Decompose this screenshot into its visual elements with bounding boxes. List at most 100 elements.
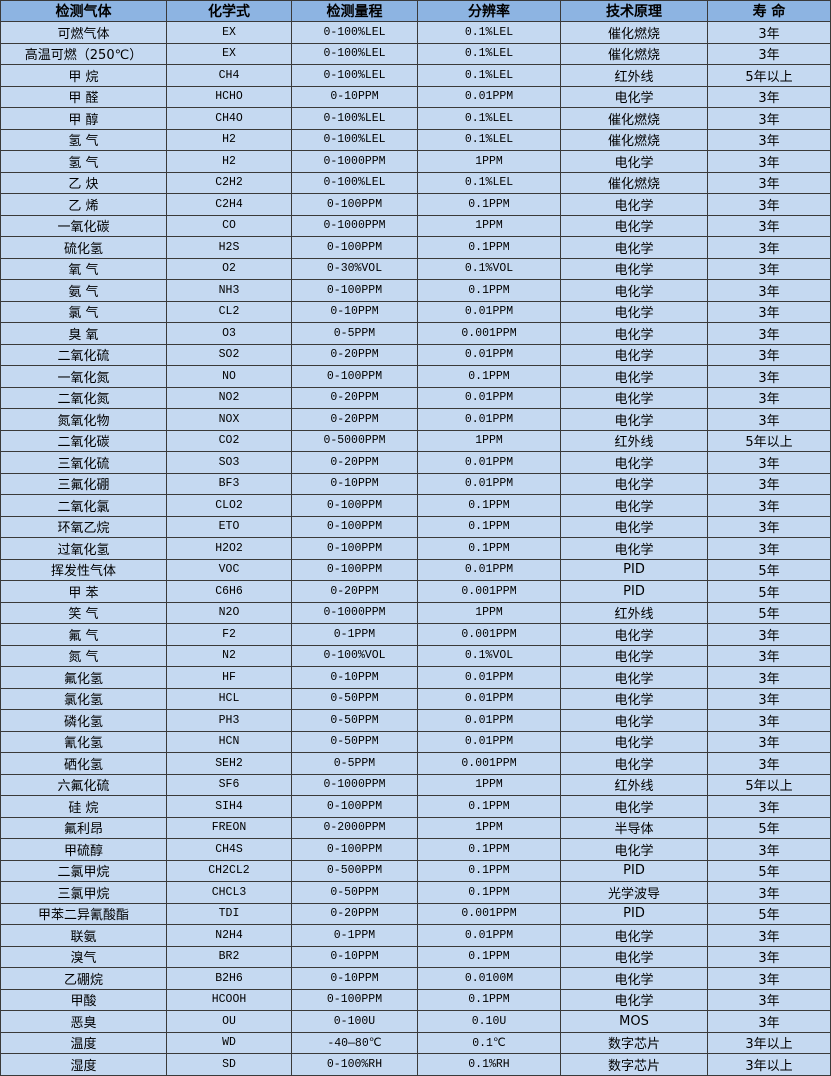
table-row: 甲 醛 HCHO 0-10PPM 0.01PPM 电化学 3年 bbox=[0, 85, 831, 108]
table-row: 氯化氢 HCL 0-50PPM 0.01PPM 电化学 3年 bbox=[0, 687, 831, 710]
resolution-cell: 0.1PPM bbox=[417, 988, 561, 1011]
principle-cell: PID bbox=[560, 859, 708, 882]
range-cell: 0-1PPM bbox=[291, 623, 418, 646]
resolution-cell: 0.01PPM bbox=[417, 666, 561, 689]
principle-cell: 电化学 bbox=[560, 193, 708, 216]
formula-cell: HCHO bbox=[166, 85, 292, 108]
range-cell: 0-30%VOL bbox=[291, 257, 418, 280]
lifetime-cell: 3年 bbox=[707, 795, 831, 818]
formula-cell: SO3 bbox=[166, 451, 292, 474]
formula-cell: TDI bbox=[166, 902, 292, 925]
range-cell: 0-1000PPM bbox=[291, 150, 418, 173]
gas-name-cell: 甲 苯 bbox=[0, 580, 167, 603]
range-cell: 0-2000PPM bbox=[291, 816, 418, 839]
lifetime-cell: 3年以上 bbox=[707, 1053, 831, 1076]
formula-cell: BF3 bbox=[166, 472, 292, 495]
range-cell: 0-20PPM bbox=[291, 408, 418, 431]
range-cell: 0-1000PPM bbox=[291, 214, 418, 237]
lifetime-cell: 3年 bbox=[707, 494, 831, 517]
lifetime-cell: 5年以上 bbox=[707, 773, 831, 796]
lifetime-cell: 5年以上 bbox=[707, 429, 831, 452]
formula-cell: OU bbox=[166, 1010, 292, 1033]
formula-cell: H2S bbox=[166, 236, 292, 259]
principle-cell: 红外线 bbox=[560, 773, 708, 796]
range-cell: 0-100PPM bbox=[291, 279, 418, 302]
resolution-cell: 0.01PPM bbox=[417, 386, 561, 409]
principle-cell: 红外线 bbox=[560, 601, 708, 624]
table-row: 乙硼烷 B2H6 0-10PPM 0.0100M 电化学 3年 bbox=[0, 967, 831, 990]
gas-name-cell: 湿度 bbox=[0, 1053, 167, 1076]
resolution-cell: 0.1PPM bbox=[417, 881, 561, 904]
table-row: 温度 WD -40—80℃ 0.1℃ 数字芯片 3年以上 bbox=[0, 1031, 831, 1054]
principle-cell: 半导体 bbox=[560, 816, 708, 839]
table-row: 过氧化氢 H2O2 0-100PPM 0.1PPM 电化学 3年 bbox=[0, 537, 831, 560]
gas-name-cell: 臭 氧 bbox=[0, 322, 167, 345]
range-cell: 0-100PPM bbox=[291, 193, 418, 216]
table-body: 可燃气体 EX 0-100%LEL 0.1%LEL 催化燃烧 3年 高温可燃（250℃） EX… bbox=[0, 21, 831, 1076]
table-row: 二氧化硫 SO2 0-20PPM 0.01PPM 电化学 3年 bbox=[0, 343, 831, 366]
lifetime-cell: 3年 bbox=[707, 945, 831, 968]
formula-cell: H2O2 bbox=[166, 537, 292, 560]
table-row: 磷化氢 PH3 0-50PPM 0.01PPM 电化学 3年 bbox=[0, 709, 831, 732]
formula-cell: CH4 bbox=[166, 64, 292, 87]
principle-cell: PID bbox=[560, 580, 708, 603]
lifetime-cell: 5年 bbox=[707, 601, 831, 624]
principle-cell: 电化学 bbox=[560, 365, 708, 388]
table-row: 氮 气 N2 0-100%VOL 0.1%VOL 电化学 3年 bbox=[0, 644, 831, 667]
lifetime-cell: 3年以上 bbox=[707, 1031, 831, 1054]
range-cell: 0-10PPM bbox=[291, 85, 418, 108]
formula-cell: CH2CL2 bbox=[166, 859, 292, 882]
gas-name-cell: 三氟化硼 bbox=[0, 472, 167, 495]
principle-cell: 电化学 bbox=[560, 150, 708, 173]
resolution-cell: 0.01PPM bbox=[417, 408, 561, 431]
range-cell: 0-5000PPM bbox=[291, 429, 418, 452]
header-range: 检测量程 bbox=[291, 0, 418, 22]
table-row: 甲 烷 CH4 0-100%LEL 0.1%LEL 红外线 5年以上 bbox=[0, 64, 831, 87]
range-cell: 0-20PPM bbox=[291, 451, 418, 474]
gas-name-cell: 一氧化碳 bbox=[0, 214, 167, 237]
range-cell: 0-20PPM bbox=[291, 386, 418, 409]
lifetime-cell: 3年 bbox=[707, 709, 831, 732]
principle-cell: 电化学 bbox=[560, 300, 708, 323]
formula-cell: HCL bbox=[166, 687, 292, 710]
resolution-cell: 0.001PPM bbox=[417, 322, 561, 345]
formula-cell: SF6 bbox=[166, 773, 292, 796]
resolution-cell: 0.1%RH bbox=[417, 1053, 561, 1076]
range-cell: 0-10PPM bbox=[291, 967, 418, 990]
principle-cell: 电化学 bbox=[560, 623, 708, 646]
principle-cell: 电化学 bbox=[560, 795, 708, 818]
gas-name-cell: 甲酸 bbox=[0, 988, 167, 1011]
lifetime-cell: 3年 bbox=[707, 150, 831, 173]
lifetime-cell: 3年 bbox=[707, 1010, 831, 1033]
table-row: 甲 苯 C6H6 0-20PPM 0.001PPM PID 5年 bbox=[0, 580, 831, 603]
principle-cell: 电化学 bbox=[560, 967, 708, 990]
table-row: 甲硫醇 CH4S 0-100PPM 0.1PPM 电化学 3年 bbox=[0, 838, 831, 861]
lifetime-cell: 3年 bbox=[707, 386, 831, 409]
gas-name-cell: 甲苯二异氰酸酯 bbox=[0, 902, 167, 925]
principle-cell: 电化学 bbox=[560, 494, 708, 517]
range-cell: 0-20PPM bbox=[291, 580, 418, 603]
resolution-cell: 0.01PPM bbox=[417, 709, 561, 732]
formula-cell: FREON bbox=[166, 816, 292, 839]
lifetime-cell: 3年 bbox=[707, 322, 831, 345]
principle-cell: 红外线 bbox=[560, 429, 708, 452]
gas-name-cell: 氰化氢 bbox=[0, 730, 167, 753]
gas-name-cell: 三氯甲烷 bbox=[0, 881, 167, 904]
lifetime-cell: 3年 bbox=[707, 193, 831, 216]
lifetime-cell: 3年 bbox=[707, 279, 831, 302]
principle-cell: 电化学 bbox=[560, 408, 708, 431]
range-cell: 0-100PPM bbox=[291, 537, 418, 560]
range-cell: 0-100PPM bbox=[291, 515, 418, 538]
lifetime-cell: 3年 bbox=[707, 644, 831, 667]
gas-name-cell: 二氧化氮 bbox=[0, 386, 167, 409]
header-lifetime: 寿 命 bbox=[707, 0, 831, 22]
resolution-cell: 1PPM bbox=[417, 773, 561, 796]
table-row: 三氧化硫 SO3 0-20PPM 0.01PPM 电化学 3年 bbox=[0, 451, 831, 474]
resolution-cell: 0.10U bbox=[417, 1010, 561, 1033]
table-row: 甲酸 HCOOH 0-100PPM 0.1PPM 电化学 3年 bbox=[0, 988, 831, 1011]
principle-cell: 电化学 bbox=[560, 666, 708, 689]
table-row: 环氧乙烷 ETO 0-100PPM 0.1PPM 电化学 3年 bbox=[0, 515, 831, 538]
table-row: 氧 气 O2 0-30%VOL 0.1%VOL 电化学 3年 bbox=[0, 257, 831, 280]
range-cell: 0-10PPM bbox=[291, 472, 418, 495]
principle-cell: 电化学 bbox=[560, 730, 708, 753]
